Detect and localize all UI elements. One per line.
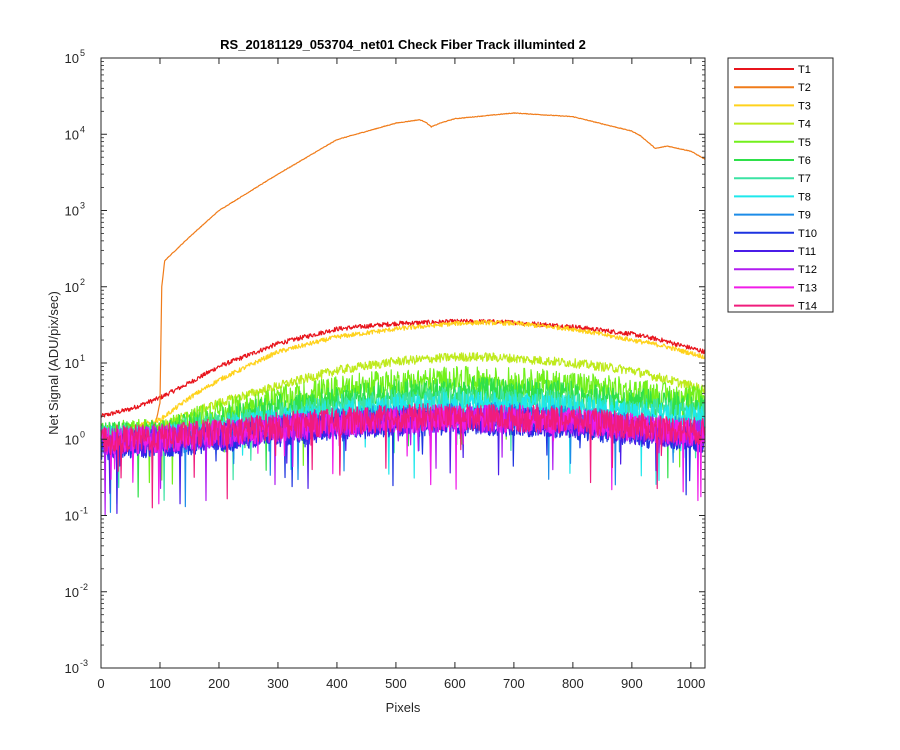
series-line-t3	[100, 319, 706, 433]
legend-label: T14	[798, 301, 817, 313]
y-tick-exponent: -1	[80, 506, 88, 516]
x-tick-label: 500	[385, 676, 407, 691]
x-tick-label: 900	[621, 676, 643, 691]
legend-label: T5	[798, 137, 811, 149]
y-tick-base: 10	[65, 127, 79, 142]
y-tick-label: 10 4	[65, 124, 85, 142]
x-tick-label: 0	[97, 676, 104, 691]
y-tick-base: 10	[65, 51, 79, 66]
y-tick-base: 10	[65, 509, 79, 524]
legend-label: T12	[798, 264, 817, 276]
chart-title: RS_20181129_053704_net01 Check Fiber Tra…	[220, 37, 586, 52]
y-tick-label: 10 5	[65, 48, 85, 66]
y-tick-exponent: 4	[80, 124, 85, 134]
x-tick-label: 1000	[676, 676, 705, 691]
y-tick-base: 10	[65, 280, 79, 295]
x-tick-label: 700	[503, 676, 525, 691]
legend-label: T7	[798, 173, 811, 185]
y-tick-label: 10 -2	[65, 582, 88, 600]
series-line-t1	[100, 318, 706, 418]
legend-label: T10	[798, 228, 817, 240]
x-tick-label: 200	[208, 676, 230, 691]
y-tick-label: 10 -3	[65, 658, 88, 676]
legend-label: T3	[798, 100, 811, 112]
series-line-t2	[100, 112, 706, 434]
y-tick-base: 10	[65, 204, 79, 219]
x-ticks: 0 100 200 300 400 500 600 700 800 900 1000	[97, 58, 705, 691]
x-tick-label: 100	[149, 676, 171, 691]
legend-label: T9	[798, 210, 811, 222]
x-axis-label: Pixels	[386, 700, 421, 715]
legend-label: T2	[798, 82, 811, 94]
y-tick-label: 10 -1	[65, 506, 88, 524]
series-layer	[100, 112, 706, 517]
legend-box	[727, 57, 834, 313]
x-tick-label: 400	[326, 676, 348, 691]
y-axis-label: Net Signal (ADU/pix/sec)	[46, 291, 61, 435]
x-tick-label: 800	[562, 676, 584, 691]
legend-label: T4	[798, 119, 811, 131]
y-tick-base: 10	[65, 661, 79, 676]
y-tick-base: 10	[65, 432, 79, 447]
y-tick-label: 10 3	[65, 201, 85, 219]
legend-label: T11	[798, 246, 816, 258]
y-tick-label: 10 1	[65, 353, 85, 371]
y-tick-exponent: 3	[80, 201, 85, 211]
y-tick-exponent: 2	[80, 277, 85, 287]
legend: T1 T2 T3 T4 T5 T6 T7 T8 T9 T10 T11 T12 T13 T14	[727, 57, 834, 313]
y-tick-base: 10	[65, 356, 79, 371]
y-tick-base: 10	[65, 585, 79, 600]
y-tick-exponent: 1	[80, 353, 85, 363]
x-tick-label: 300	[267, 676, 289, 691]
series-line-t8	[100, 391, 706, 505]
y-tick-exponent: -2	[80, 582, 88, 592]
y-tick-exponent: -3	[80, 658, 88, 668]
legend-label: T8	[798, 191, 811, 203]
x-tick-label: 600	[444, 676, 466, 691]
legend-label: T1	[798, 64, 811, 76]
series-line-t14	[100, 403, 706, 509]
legend-items: T1 T2 T3 T4 T5 T6 T7 T8 T9 T10 T11 T12 T13 T14	[734, 64, 817, 313]
y-tick-exponent: 5	[80, 48, 85, 58]
y-tick-exponent: 0	[80, 429, 85, 439]
y-tick-label: 10 0	[65, 429, 85, 447]
legend-label: T13	[798, 282, 817, 294]
y-tick-label: 10 2	[65, 277, 85, 295]
legend-label: T6	[798, 155, 811, 167]
